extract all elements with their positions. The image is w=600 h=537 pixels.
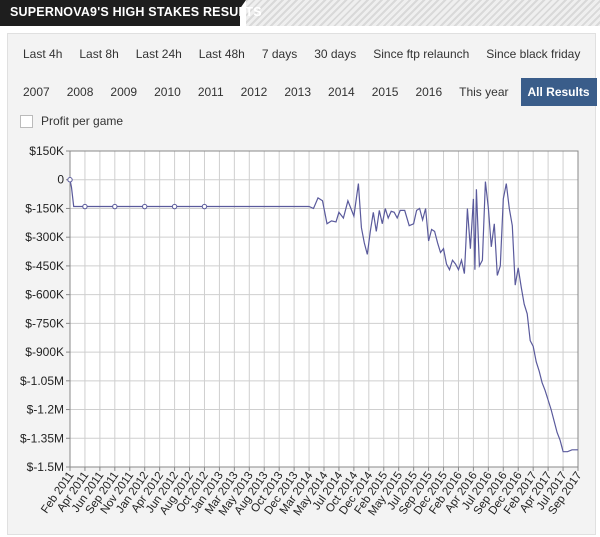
profit-per-game-label: Profit per game [41, 114, 124, 128]
y-tick-label: $-600K [25, 288, 64, 302]
filter-last-48h[interactable]: Last 48h [198, 47, 245, 61]
header-bar: SUPERNOVA9'S HIGH STAKES RESULTS [0, 0, 600, 26]
filter-30-days[interactable]: 30 days [314, 47, 357, 61]
y-tick-label: $-1.05M [20, 374, 64, 388]
data-point [171, 203, 178, 210]
header-stripe [246, 0, 600, 26]
profit-per-game-option[interactable]: Profit per game [20, 114, 123, 128]
plot-frame [69, 150, 579, 468]
y-tick-label: $-1.2M [27, 403, 64, 417]
header-title-bg [0, 0, 240, 26]
filter-2011[interactable]: 2011 [197, 85, 224, 99]
filter-2016[interactable]: 2016 [415, 85, 443, 99]
y-tick-label: $-1.5M [27, 460, 64, 474]
y-tick-label: $-300K [25, 230, 64, 244]
filter-row-periods: Last 4h Last 8h Last 24h Last 48h 7 days… [18, 42, 592, 66]
data-point [142, 203, 148, 210]
y-tick-label: $-1.35M [20, 431, 64, 445]
filter-2008[interactable]: 2008 [66, 85, 94, 99]
filter-all-results[interactable]: All Results [520, 78, 597, 106]
filter-2009[interactable]: 2009 [110, 85, 138, 99]
data-point [201, 203, 208, 210]
y-tick-label: $-750K [25, 316, 64, 330]
y-tick-label: $150K [29, 144, 64, 158]
profit-per-game-checkbox[interactable] [20, 114, 33, 128]
y-tick-label: $-900K [25, 345, 64, 359]
filter-7-days[interactable]: 7 days [261, 47, 298, 61]
filter-2014[interactable]: 2014 [328, 85, 355, 99]
filter-last-8h[interactable]: Last 8h [79, 47, 119, 61]
data-point [67, 177, 73, 183]
y-tick-label: $-450K [25, 259, 64, 273]
filter-last-24h[interactable]: Last 24h [135, 47, 182, 61]
y-tick-label: $-150K [25, 201, 64, 215]
filter-2010[interactable]: 2010 [154, 85, 181, 99]
filter-last-4h[interactable]: Last 4h [23, 47, 63, 61]
filter-2012[interactable]: 2012 [240, 85, 268, 99]
y-tick-label: 0 [57, 173, 64, 187]
filter-since-ftp-relaunch[interactable]: Since ftp relaunch [373, 47, 470, 61]
filter-2007[interactable]: 2007 [23, 85, 50, 99]
filter-row-years: 2007 2008 2009 2010 2011 2012 2013 2014 … [18, 78, 600, 106]
data-point [82, 203, 88, 210]
filter-this-year[interactable]: This year [459, 85, 509, 99]
data-point [112, 203, 118, 210]
filter-2013[interactable]: 2013 [284, 85, 312, 99]
filter-2015[interactable]: 2015 [371, 85, 399, 99]
series-line [69, 179, 578, 453]
header-slant [228, 0, 246, 26]
filter-since-black-friday[interactable]: Since black friday [486, 47, 581, 61]
page-title: SUPERNOVA9'S HIGH STAKES RESULTS [10, 5, 262, 19]
